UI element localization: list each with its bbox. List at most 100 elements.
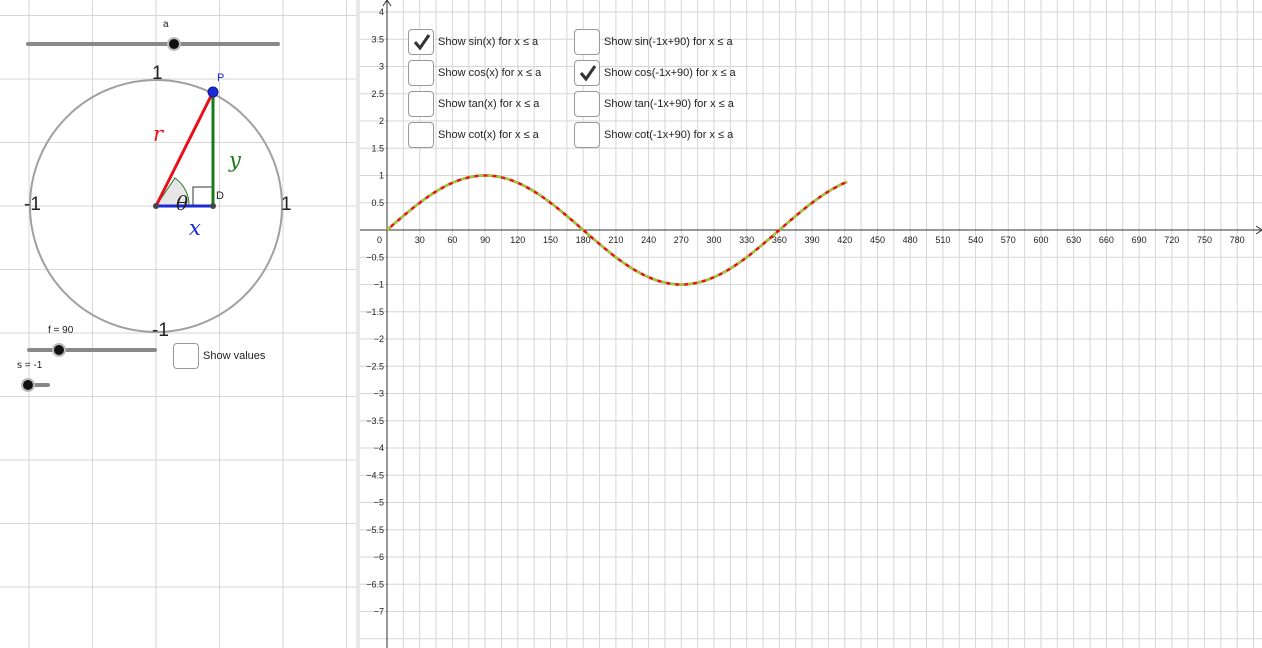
- y-tick-label: −1: [374, 280, 384, 290]
- y-tick-label: −6: [374, 552, 384, 562]
- y-label: y: [229, 148, 241, 172]
- x-label: x: [189, 216, 201, 240]
- left-grid: [0, 0, 356, 648]
- x-tick-label: 630: [1066, 235, 1081, 245]
- slider-a-knob[interactable]: [167, 37, 181, 51]
- function-checkbox[interactable]: [408, 29, 434, 55]
- right-angle-marker: [192, 186, 213, 206]
- y-tick-label: −4.5: [366, 470, 384, 480]
- circle-label-left: -1: [24, 194, 41, 215]
- y-tick-label: −3.5: [366, 416, 384, 426]
- function-checkbox[interactable]: [574, 122, 600, 148]
- x-tick-label: 270: [674, 235, 689, 245]
- circle-label-right: 1: [281, 194, 292, 215]
- x-tick-label: 360: [772, 235, 787, 245]
- unit-circle-view[interactable]: a 1 -1 -1 1 P D r y x θ f = 90 s = -1 Sh…: [0, 0, 356, 648]
- radius-segment: [154, 91, 215, 207]
- checkmark-icon: [579, 65, 597, 82]
- point-d-label: D: [216, 190, 224, 202]
- y-tick-label: −4: [374, 443, 384, 453]
- function-checkbox-label: Show cot(-1x+90) for x ≤ a: [604, 129, 734, 141]
- y-tick-label: −3: [374, 389, 384, 399]
- point-d: [210, 203, 216, 209]
- slider-f-track[interactable]: [27, 348, 157, 352]
- y-tick-label: 4: [379, 7, 384, 17]
- x-tick-label: 750: [1197, 235, 1212, 245]
- graph-canvas: 0 30 60 90 120 150 180 210 240 270 300 330 360 390 420…: [360, 0, 1262, 648]
- x-tick-label: 510: [935, 235, 950, 245]
- circle-label-top: 1: [152, 63, 163, 84]
- function-checkbox-label: Show sin(-1x+90) for x ≤ a: [604, 36, 733, 48]
- x-tick-label: 240: [641, 235, 656, 245]
- point-p[interactable]: [207, 86, 219, 98]
- slider-s-knob[interactable]: [21, 378, 35, 392]
- y-tick-label: 1.5: [371, 143, 384, 153]
- x-tick-label: 300: [706, 235, 721, 245]
- y-tick-label: −0.5: [366, 252, 384, 262]
- x-tick-label: 120: [510, 235, 525, 245]
- x-tick-label: 0: [377, 235, 382, 245]
- y-tick-label: −5.5: [366, 525, 384, 535]
- x-tick-label: 570: [1001, 235, 1016, 245]
- function-checkbox[interactable]: [408, 60, 434, 86]
- function-checkbox[interactable]: [574, 29, 600, 55]
- x-tick-label: 330: [739, 235, 754, 245]
- x-tick-label: 90: [480, 235, 490, 245]
- unit-circle: [29, 79, 283, 333]
- origin-point: [153, 203, 159, 209]
- x-tick-label: 690: [1132, 235, 1147, 245]
- function-checkbox-label: Show sin(x) for x ≤ a: [438, 36, 539, 48]
- function-checkbox-label: Show cot(x) for x ≤ a: [438, 129, 539, 141]
- y-tick-label: 1: [379, 171, 384, 181]
- function-checkbox[interactable]: [408, 91, 434, 117]
- y-tick-label: −2: [374, 334, 384, 344]
- x-tick-label: 660: [1099, 235, 1114, 245]
- y-tick-label: 2.5: [371, 89, 384, 99]
- y-tick-label: 3: [379, 62, 384, 72]
- y-tick-label: −2.5: [366, 361, 384, 371]
- slider-s-track[interactable]: [22, 383, 50, 387]
- x-tick-label: 480: [903, 235, 918, 245]
- r-label: r: [153, 122, 164, 146]
- circle-label-bottom: -1: [152, 320, 169, 341]
- slider-s-label: s = -1: [17, 360, 43, 371]
- y-tick-label: 3.5: [371, 34, 384, 44]
- x-tick-label: 450: [870, 235, 885, 245]
- checkmark-icon: [413, 34, 431, 51]
- x-tick-label: 720: [1164, 235, 1179, 245]
- y-tick-label: −7: [374, 607, 384, 617]
- y-tick-label: −1.5: [366, 307, 384, 317]
- slider-a-track[interactable]: [26, 42, 280, 46]
- y-tick-label: 0.5: [371, 198, 384, 208]
- y-tick-label: −5: [374, 498, 384, 508]
- theta-label: θ: [176, 191, 189, 215]
- function-checkbox-label: Show cos(-1x+90) for x ≤ a: [604, 67, 736, 79]
- function-checkbox-label: Show tan(-1x+90) for x ≤ a: [604, 98, 734, 110]
- slider-a-label: a: [163, 19, 169, 30]
- x-tick-label: 390: [805, 235, 820, 245]
- slider-f-label: f = 90: [48, 325, 74, 336]
- function-checkbox-label: Show cos(x) for x ≤ a: [438, 67, 542, 79]
- y-tick-label: −6.5: [366, 579, 384, 589]
- x-tick-label: 30: [415, 235, 425, 245]
- x-tick-label: 180: [576, 235, 591, 245]
- point-p-label: P: [217, 72, 225, 84]
- graph-view[interactable]: 0 30 60 90 120 150 180 210 240 270 300 330 360 390 420…: [360, 0, 1262, 648]
- y-tick-label: 2: [379, 116, 384, 126]
- show-values-checkbox[interactable]: [173, 343, 199, 369]
- x-tick-label: 60: [447, 235, 457, 245]
- slider-f-knob[interactable]: [52, 343, 66, 357]
- show-values-label: Show values: [203, 350, 266, 362]
- x-tick-label: 780: [1230, 235, 1245, 245]
- cos-shift-curve: [386, 174, 848, 286]
- function-checkbox[interactable]: [574, 60, 600, 86]
- function-checkbox[interactable]: [408, 122, 434, 148]
- x-tick-label: 540: [968, 235, 983, 245]
- x-tick-label: 150: [543, 235, 558, 245]
- function-checkbox-label: Show tan(x) for x ≤ a: [438, 98, 540, 110]
- x-tick-label: 600: [1033, 235, 1048, 245]
- x-tick-label: 210: [608, 235, 623, 245]
- x-tick-label: 420: [837, 235, 852, 245]
- view-divider[interactable]: [356, 0, 360, 648]
- function-checkbox[interactable]: [574, 91, 600, 117]
